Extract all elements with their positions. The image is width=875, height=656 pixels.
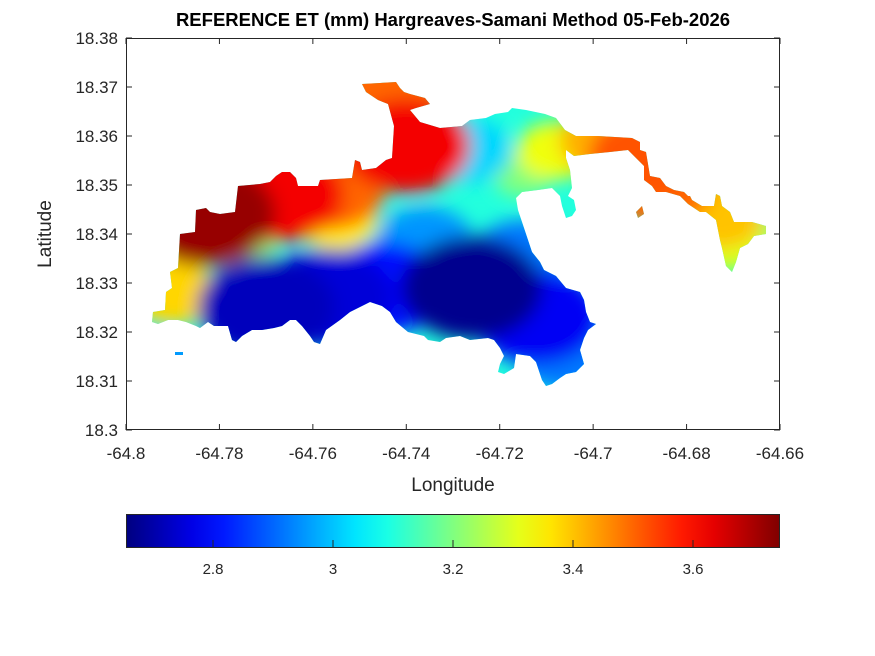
x-tick-label: -64.7 [574, 444, 613, 463]
y-tick-label: 18.38 [75, 29, 118, 48]
y-tick-label: 18.34 [75, 225, 118, 244]
contour-region [342, 98, 471, 193]
y-tick-label: 18.33 [75, 274, 118, 293]
contour-region [588, 114, 701, 197]
contour-region [333, 82, 442, 132]
contour-region [152, 334, 209, 386]
x-axis-label: Longitude [411, 475, 494, 496]
colorbar: 2.8 3 3.2 3.4 3.6 [126, 514, 780, 578]
colorbar-tick-label: 3 [329, 561, 337, 578]
contour-region [197, 256, 335, 359]
y-tick-label: 18.35 [75, 176, 118, 195]
x-tick-label: -64.72 [476, 444, 524, 463]
x-tick-label: -64.74 [382, 444, 430, 463]
x-tick-label: -64.76 [289, 444, 337, 463]
y-tick-label: 18.37 [75, 78, 118, 97]
x-tick-label: -64.8 [107, 444, 146, 463]
y-tick-label: 18.36 [75, 127, 118, 146]
contour-region [152, 162, 276, 267]
contour-region [152, 260, 217, 326]
contour-region [673, 180, 766, 249]
x-tick-label: -64.78 [195, 444, 243, 463]
y-tick-label: 18.31 [75, 372, 118, 391]
x-tick-label: -64.66 [756, 444, 804, 463]
y-tick-label: 18.32 [75, 323, 118, 342]
axes: -64.8 -64.78 -64.76 -64.74 -64.72 -64.7 -64.68… [75, 29, 804, 463]
y-tick-label: 18.3 [85, 421, 118, 440]
contour-region [401, 235, 542, 340]
chart-title: REFERENCE ET (mm) Hargreaves-Samani Meth… [176, 9, 730, 30]
colorbar-tick-label: 2.8 [203, 561, 224, 578]
colorbar-tick-label: 3.4 [563, 561, 584, 578]
colorbar-tick-label: 3.6 [683, 561, 704, 578]
colorbar-tick-label: 3.2 [443, 561, 464, 578]
y-axis-label: Latitude [35, 200, 56, 268]
x-tick-label: -64.68 [662, 444, 710, 463]
et-contour-map [152, 82, 766, 386]
